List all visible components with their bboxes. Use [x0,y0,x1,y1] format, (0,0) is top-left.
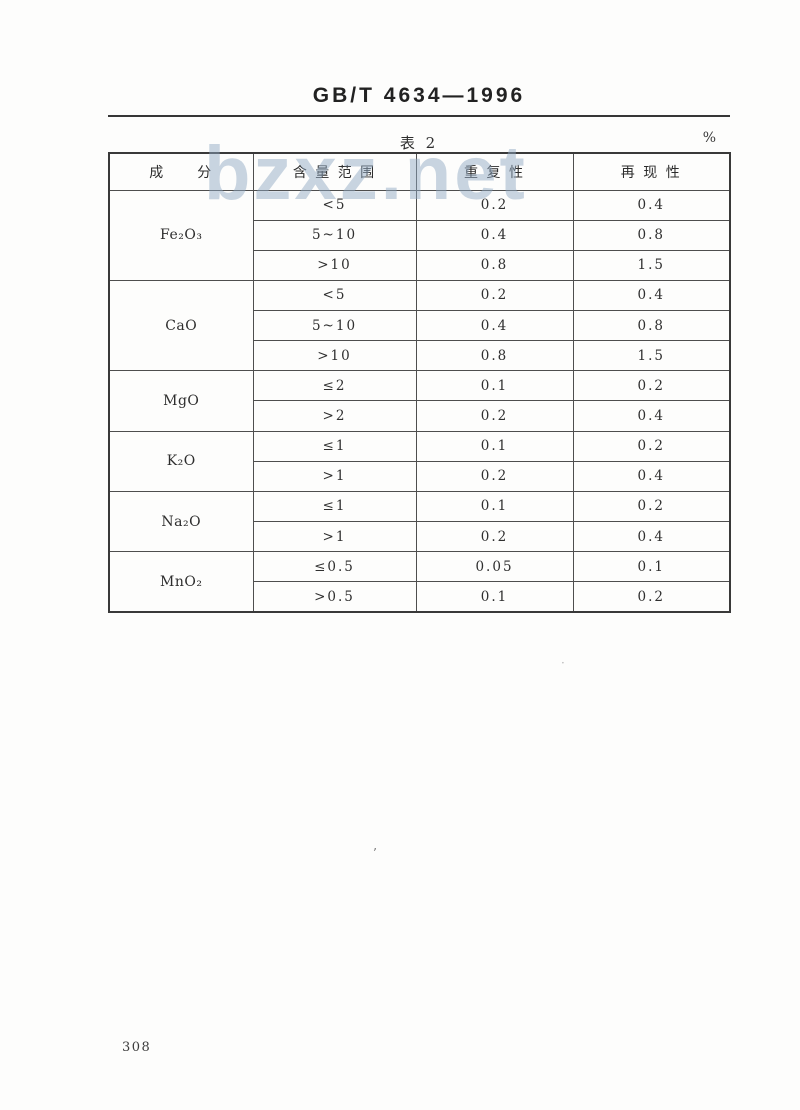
column-header-content-range: 含 量 范 围 [252,152,417,191]
table-row: >1 0.2 0.4 [109,460,731,492]
repeatability-cell: 0.05 [415,551,574,583]
scan-dot: · [561,656,565,670]
range-cell: >2 [252,400,417,432]
reproducibility-cell: 0.4 [572,460,731,492]
precision-table: 成 分 含 量 范 围 重 复 性 再 现 性 Fe₂O₃ <5 0.2 0.4 5~1… [108,152,731,613]
repeatability-cell: 0.2 [415,279,574,312]
reproducibility-cell: 0.2 [572,430,731,462]
range-cell: ≤2 [252,370,417,402]
table-body: Fe₂O₃ <5 0.2 0.4 5~10 0.4 0.8 >10 0.8 1.5 CaO <5 0.2… [108,189,731,613]
scan-speck: ’ [373,846,377,860]
table-row: MnO₂ ≤0.5 0.05 0.1 [108,551,731,613]
column-header-reproducibility: 再 现 性 [572,152,731,191]
reproducibility-cell: 0.4 [572,400,731,432]
table-row: CaO <5 0.2 0.4 [108,279,731,372]
repeatability-cell: 0.8 [415,249,574,281]
component-cell: MnO₂ [108,551,254,613]
reproducibility-cell: 0.4 [572,189,731,221]
column-header-repeatability: 重 复 性 [415,152,574,191]
repeatability-cell: 0.1 [415,490,574,523]
range-cell: >10 [252,249,417,281]
table-row: >0.5 0.1 0.2 [109,581,731,613]
repeatability-cell: 0.1 [415,430,574,462]
reproducibility-cell: 0.4 [572,521,731,553]
repeatability-cell: 0.2 [415,189,574,221]
reproducibility-cell: 1.5 [572,249,731,281]
unit-label: % [702,130,716,146]
range-cell: >1 [252,521,417,553]
range-cell: <5 [252,189,417,221]
component-cell: Na₂O [108,490,254,553]
repeatability-cell: 0.2 [415,400,574,432]
component-cell: Fe₂O₃ [108,189,254,281]
range-cell: >10 [252,340,417,372]
range-cell: >0.5 [252,581,417,613]
range-cell: <5 [252,279,417,312]
repeatability-cell: 0.1 [415,370,574,402]
reproducibility-cell: 0.2 [572,490,731,523]
repeatability-cell: 0.4 [415,219,574,251]
table-row: MgO ≤2 0.1 0.2 [108,370,731,432]
range-cell: >1 [252,460,417,492]
range-cell: ≤1 [252,490,417,523]
table-row: Na₂O ≤1 0.1 0.2 [108,490,731,553]
reproducibility-cell: 0.4 [572,279,731,312]
table-row: K₂O ≤1 0.1 0.2 [108,430,731,492]
table-caption: 表 2 [399,134,439,152]
column-header-component: 成 分 [108,152,254,191]
repeatability-cell: 0.2 [415,521,574,553]
range-cell: ≤0.5 [252,551,417,583]
table-row: >1 0.2 0.4 [109,521,731,553]
reproducibility-cell: 0.2 [572,370,731,402]
range-cell: 5~10 [252,219,417,251]
table-row: 5~10 0.4 0.8 [109,219,731,251]
range-cell: 5~10 [252,310,417,342]
component-cell: K₂O [108,430,254,492]
repeatability-cell: 0.1 [415,581,574,613]
reproducibility-cell: 0.8 [572,310,731,342]
table-row: >10 0.8 1.5 [109,340,731,372]
standard-number-heading: GB/T 4634—1996 [312,84,526,107]
reproducibility-cell: 0.1 [572,551,731,583]
table-row: >2 0.2 0.4 [109,400,731,432]
component-cell: CaO [108,279,254,372]
table-header-row: 成 分 含 量 范 围 重 复 性 再 现 性 [108,152,731,191]
component-cell: MgO [108,370,254,432]
reproducibility-cell: 0.2 [572,581,731,613]
table-row: Fe₂O₃ <5 0.2 0.4 [108,189,731,281]
reproducibility-cell: 0.8 [572,219,731,251]
header-rule [108,115,730,117]
reproducibility-cell: 1.5 [572,340,731,372]
repeatability-cell: 0.8 [415,340,574,372]
page-number: 308 [122,1040,152,1055]
repeatability-cell: 0.2 [415,460,574,492]
table-row: 5~10 0.4 0.8 [109,310,731,342]
repeatability-cell: 0.4 [415,310,574,342]
range-cell: ≤1 [252,430,417,462]
